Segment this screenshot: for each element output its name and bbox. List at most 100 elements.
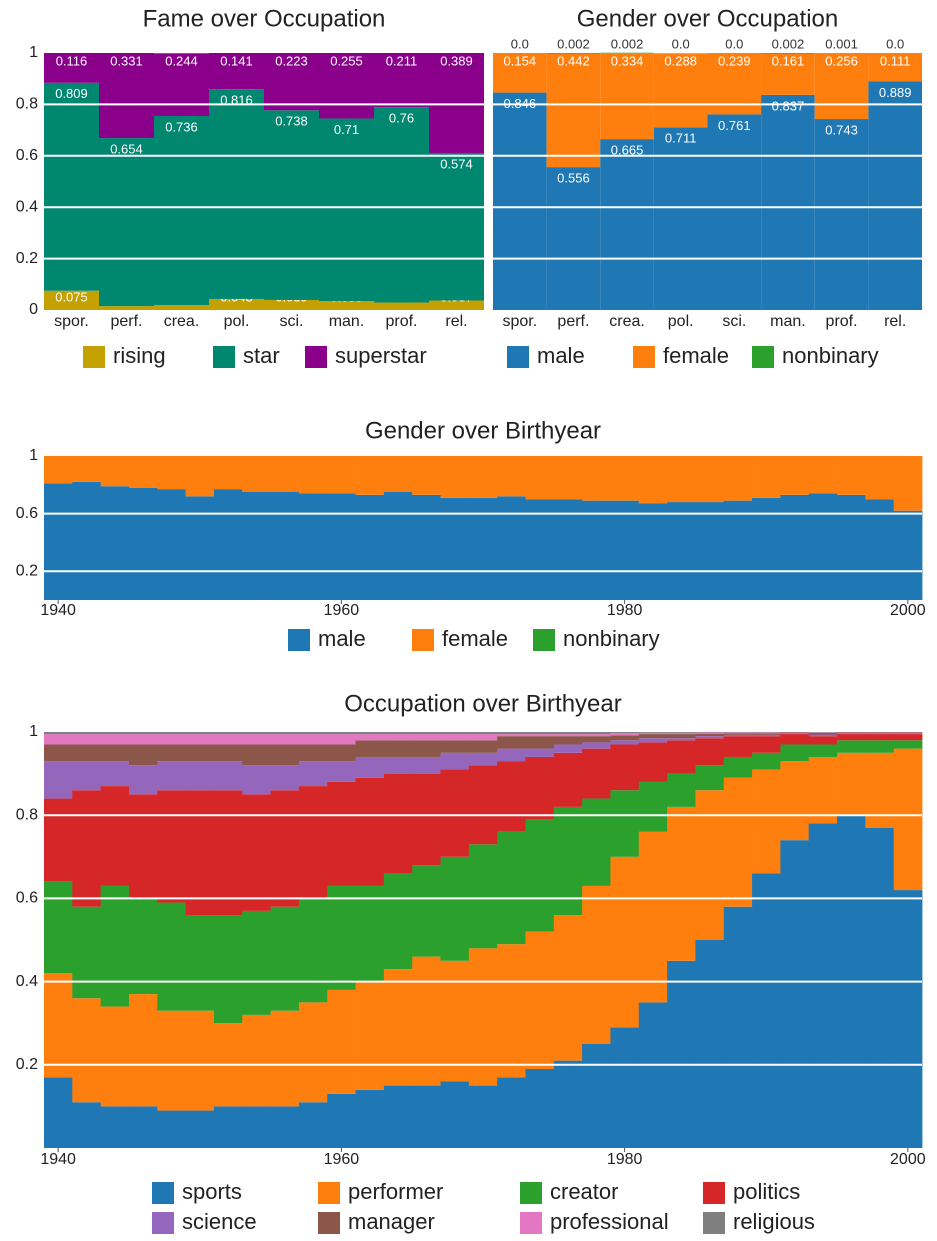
- area-segment: [298, 786, 328, 899]
- legend-label: politics: [733, 1179, 800, 1204]
- area-segment: [468, 752, 498, 766]
- area-segment: [440, 1081, 470, 1148]
- area-segment: [242, 734, 271, 745]
- legend-swatch: [412, 629, 434, 651]
- area-segment: [100, 786, 130, 886]
- area-segment: [128, 1106, 158, 1148]
- area-segment: [582, 500, 611, 600]
- area-segment: [72, 734, 102, 745]
- area-segment: [582, 1044, 611, 1148]
- area-segment: [242, 732, 271, 735]
- area-segment: [582, 885, 611, 1044]
- area-segment: [723, 756, 753, 778]
- area-segment: [695, 732, 725, 734]
- area-segment: [553, 744, 583, 753]
- bar-segment: [761, 53, 815, 95]
- area-segment: [44, 744, 73, 762]
- area-segment: [525, 748, 555, 757]
- area-segment: [610, 500, 640, 600]
- area-segment: [412, 734, 441, 741]
- area-segment: [695, 733, 725, 737]
- area-segment: [128, 487, 158, 600]
- area-segment: [695, 765, 725, 791]
- area-segment: [383, 456, 413, 492]
- chart-title: Gender over Birthyear: [365, 417, 601, 444]
- area-segment: [355, 456, 385, 495]
- area-segment: [383, 1085, 413, 1148]
- area-segment: [242, 1014, 271, 1107]
- legend-label: professional: [550, 1209, 669, 1234]
- area-segment: [553, 915, 583, 1061]
- area-segment: [893, 733, 923, 735]
- area-segment: [298, 493, 328, 600]
- area-segment: [72, 456, 102, 482]
- area-segment: [412, 732, 441, 735]
- bar-segment: [209, 53, 264, 90]
- x-tick-label: 2000: [890, 602, 926, 619]
- legend-swatch: [305, 346, 327, 368]
- area-segment: [72, 761, 102, 791]
- value-label: 0.002: [772, 36, 805, 51]
- area-segment: [213, 761, 243, 791]
- area-segment: [72, 744, 102, 762]
- bar-segment: [653, 53, 708, 128]
- area-segment: [355, 494, 385, 600]
- area-segment: [383, 756, 413, 774]
- area-segment: [213, 456, 243, 490]
- area-segment: [383, 873, 413, 970]
- area-segment: [185, 790, 215, 916]
- area-segment: [44, 734, 73, 745]
- area-segment: [638, 503, 668, 600]
- area-segment: [497, 496, 526, 600]
- area-segment: [837, 734, 866, 741]
- value-label: 0.0: [725, 36, 743, 51]
- area-segment: [383, 732, 413, 735]
- area-segment: [468, 844, 498, 949]
- area-segment: [44, 881, 73, 974]
- legend-swatch: [288, 629, 310, 651]
- area-segment: [355, 734, 385, 741]
- area-segment: [752, 736, 781, 753]
- area-segment: [355, 740, 385, 757]
- area-segment: [383, 773, 413, 874]
- area-segment: [667, 732, 696, 733]
- area-segment: [213, 915, 243, 1024]
- area-segment: [638, 831, 668, 1003]
- area-segment: [610, 735, 640, 741]
- bar-segment: [546, 53, 601, 168]
- value-label: 0.255: [330, 53, 363, 68]
- bar-segment: [429, 300, 484, 310]
- area-segment: [865, 734, 895, 741]
- area-segment: [327, 1093, 356, 1148]
- area-segment: [752, 456, 781, 498]
- x-tick-label: man.: [329, 313, 365, 330]
- area-segment: [497, 456, 526, 497]
- bar-segment: [374, 107, 429, 303]
- area-segment: [525, 1068, 555, 1148]
- legend-swatch: [752, 346, 774, 368]
- area-segment: [610, 1027, 640, 1148]
- chart-title: Gender over Occupation: [577, 5, 838, 32]
- x-tick-label: 2000: [890, 1151, 926, 1168]
- area-segment: [44, 456, 73, 484]
- area-segment: [497, 831, 526, 945]
- area-segment: [553, 732, 583, 735]
- area-segment: [383, 492, 413, 600]
- area-segment: [100, 456, 130, 487]
- area-segment: [497, 736, 526, 749]
- area-segment: [497, 1077, 526, 1148]
- y-tick-label: 0.6: [16, 890, 38, 907]
- area-segment: [213, 744, 243, 762]
- area-segment: [865, 732, 895, 734]
- area-segment: [440, 732, 470, 735]
- area-segment: [355, 756, 385, 778]
- area-segment: [383, 969, 413, 1086]
- area-segment: [242, 492, 271, 600]
- value-label: 0.738: [275, 114, 308, 129]
- area-segment: [553, 456, 583, 500]
- bar-segment: [99, 306, 154, 310]
- area-segment: [44, 732, 73, 735]
- area-segment: [525, 499, 555, 600]
- area-segment: [44, 798, 73, 882]
- bar-segment: [44, 53, 99, 83]
